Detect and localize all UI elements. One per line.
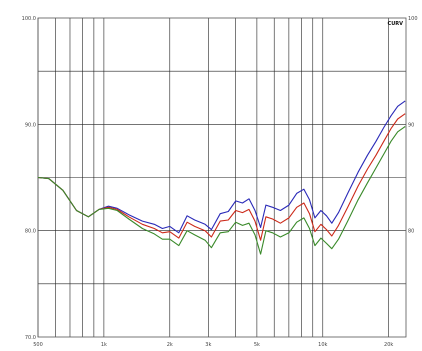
y-tick-label-left: 70.0 — [25, 335, 36, 341]
y-tick-label-left: 90.0 — [25, 122, 36, 128]
series-line-1 — [37, 100, 406, 234]
y-tick-label-left: 100.0 — [22, 16, 36, 22]
y-tick-label-right: 100 — [408, 16, 418, 22]
series-line-2 — [37, 113, 406, 241]
series-line-3 — [37, 126, 406, 255]
grid-lines — [37, 18, 406, 337]
corner-label: CURV — [388, 21, 404, 27]
tick-labels: 100.0 90.0 80.0 70.0 100 90 80 500 1k 2k 3k 5k 10k 20… — [22, 16, 418, 348]
x-tick-label: 3k — [205, 342, 211, 348]
x-tick-label: 500 — [33, 342, 43, 348]
series-lines — [37, 100, 406, 255]
y-tick-label-right: 90 — [408, 122, 414, 128]
x-tick-label: 2k — [167, 342, 173, 348]
y-tick-label-left: 80.0 — [25, 229, 36, 235]
y-tick-label-right: 80 — [408, 229, 414, 235]
x-tick-label: 20k — [384, 342, 393, 348]
x-tick-label: 5k — [254, 342, 260, 348]
x-tick-label: 1k — [101, 342, 107, 348]
x-tick-label: 10k — [318, 342, 327, 348]
